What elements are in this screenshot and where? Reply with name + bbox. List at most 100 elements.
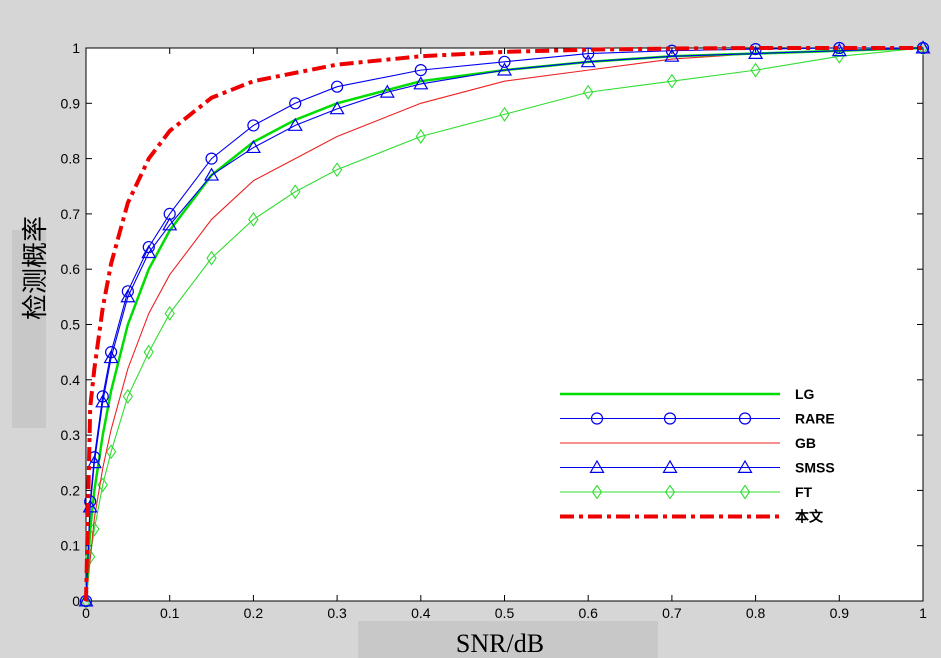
- circle-marker: [498, 55, 511, 68]
- circle-marker: [121, 285, 134, 298]
- y-tick-label: 0.3: [61, 427, 81, 443]
- legend-entry: RARE: [560, 411, 835, 427]
- legend-label: FT: [795, 484, 813, 500]
- legend-label: RARE: [795, 411, 835, 427]
- series-3: [78, 40, 931, 607]
- xlabel-bg: [358, 621, 658, 658]
- triangle-marker: [413, 76, 429, 90]
- series-line: [85, 47, 923, 602]
- legend-entry: LG: [560, 386, 815, 402]
- triangle-marker: [245, 139, 261, 154]
- diamond-marker: [591, 484, 603, 500]
- plot-area: [85, 47, 924, 602]
- series-line: [84, 46, 923, 602]
- circle-marker: [205, 152, 218, 165]
- legend: LG RARE GB SMSS FT 本文: [560, 386, 835, 525]
- circle-marker: [582, 47, 595, 60]
- x-tick-label: 0.5: [495, 605, 515, 621]
- x-tick-label: 0.1: [160, 605, 180, 621]
- x-axis-label: SNR/dB: [456, 629, 544, 658]
- series-line: [85, 47, 924, 602]
- circle-marker: [142, 240, 155, 254]
- circle-marker: [414, 64, 427, 77]
- circle-marker: [663, 412, 677, 425]
- circle-marker: [96, 390, 109, 403]
- x-tick-label: 0.4: [411, 605, 431, 621]
- diamond-marker: [164, 305, 175, 321]
- triangle-marker: [204, 167, 220, 181]
- diamond-marker: [583, 84, 594, 100]
- circle-marker: [916, 41, 930, 55]
- x-tick-label: 0.9: [830, 605, 850, 621]
- x-tick-label: 0: [82, 605, 90, 621]
- y-tick-label: 0.7: [61, 206, 81, 222]
- y-tick-label: 0.1: [61, 538, 81, 554]
- x-tick-label: 0.6: [578, 605, 598, 621]
- triangle-marker: [329, 101, 345, 115]
- triangle-marker: [580, 54, 596, 68]
- circle-marker: [105, 346, 118, 359]
- y-tick-label: 0.9: [61, 95, 81, 111]
- triangle-marker: [737, 459, 753, 473]
- legend-entry: 本文: [560, 509, 824, 525]
- y-axis-label: 检测概率: [21, 216, 51, 320]
- triangle-marker: [748, 45, 764, 60]
- x-tick-label: 0.8: [746, 605, 766, 621]
- legend-entry: SMSS: [560, 460, 835, 476]
- diamond-marker: [331, 162, 343, 178]
- triangle-marker: [78, 593, 94, 607]
- x-tick-label: 0.2: [244, 605, 264, 621]
- triangle-marker: [162, 217, 178, 231]
- y-tick-label: 0.4: [61, 372, 81, 388]
- diamond-marker: [664, 484, 676, 500]
- diamond-marker: [739, 484, 751, 500]
- triangle-marker: [589, 459, 605, 473]
- legend-label: GB: [795, 435, 816, 451]
- diamond-marker: [415, 129, 426, 144]
- x-tick-label: 0.3: [327, 605, 347, 621]
- circle-marker: [289, 97, 302, 110]
- triangle-marker: [287, 117, 303, 131]
- circle-marker: [331, 80, 344, 93]
- series-line: [85, 47, 924, 602]
- diamond-marker: [143, 344, 154, 360]
- legend-label: 本文: [795, 509, 824, 525]
- y-tick-label: 0: [72, 593, 80, 609]
- axis-ticks: 0 0.1 0.2 0.3 0.4 0.5 0.6 0.7 0.8 0.9 1 0 0.1 0.2 0.3 0…: [61, 40, 928, 621]
- triangle-marker: [379, 84, 395, 98]
- diamond-marker: [666, 73, 678, 89]
- diamond-marker: [248, 211, 259, 227]
- circle-marker: [247, 119, 260, 132]
- series-line: [85, 47, 924, 602]
- legend-label: LG: [795, 386, 815, 402]
- y-tick-label: 0.5: [61, 317, 81, 333]
- diamond-marker: [290, 184, 301, 200]
- y-tick-label: 1: [72, 40, 80, 56]
- y-tick-label: 0.6: [61, 261, 81, 277]
- diamond-marker: [122, 388, 134, 404]
- triangle-marker: [496, 62, 513, 76]
- circle-marker: [590, 412, 604, 425]
- legend-entry: FT: [560, 484, 813, 500]
- diamond-marker: [105, 444, 117, 460]
- circle-marker: [738, 412, 752, 425]
- y-tick-label: 0.2: [61, 482, 81, 498]
- diamond-marker: [206, 250, 217, 266]
- plot-series: [78, 40, 931, 609]
- x-tick-label: 1: [919, 605, 927, 621]
- legend-entry: GB: [560, 435, 816, 451]
- y-tick-label: 0.8: [61, 151, 81, 167]
- diamond-marker: [750, 62, 761, 78]
- circle-marker: [163, 207, 176, 220]
- legend-label: SMSS: [795, 460, 835, 476]
- series-2: [85, 47, 924, 602]
- triangle-marker: [662, 459, 678, 473]
- x-tick-label: 0.7: [662, 605, 682, 621]
- series-1: [79, 41, 930, 608]
- series-5: [84, 46, 923, 602]
- diamond-marker: [834, 48, 845, 64]
- diamond-marker: [499, 106, 510, 122]
- circle-marker: [665, 44, 679, 57]
- diamond-marker: [97, 477, 108, 493]
